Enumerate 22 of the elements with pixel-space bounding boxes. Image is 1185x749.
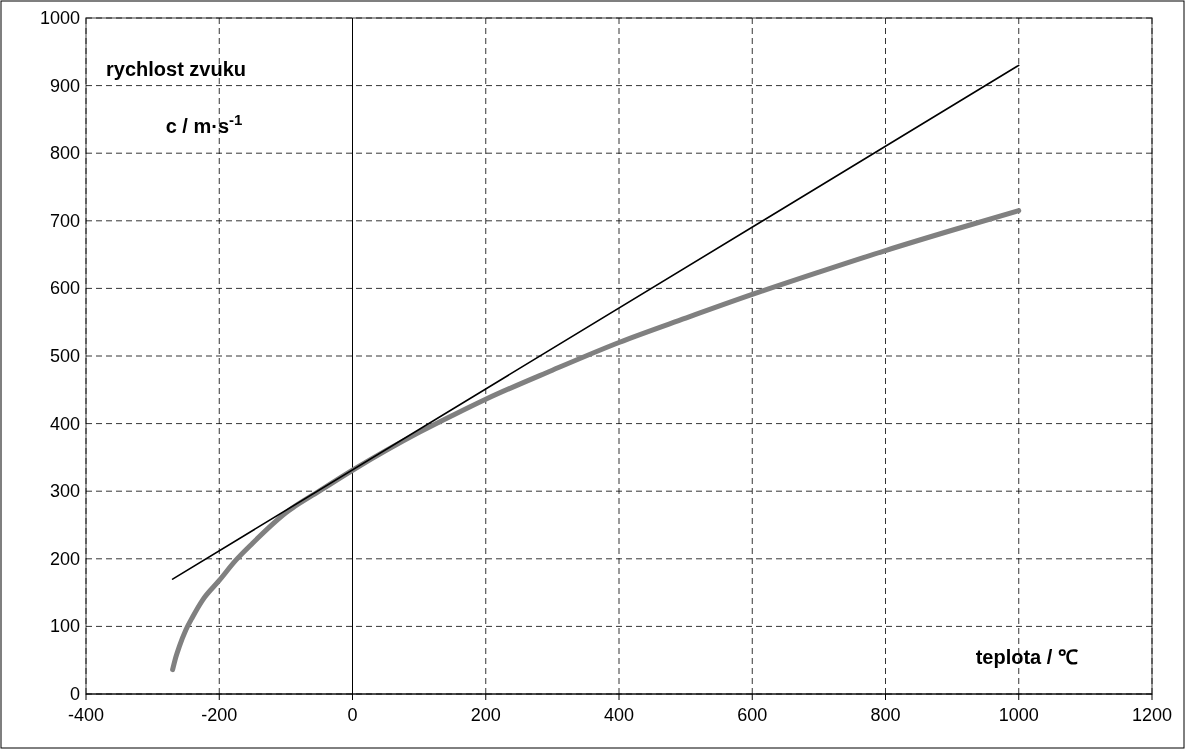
y-tick-label: 700 — [49, 210, 80, 231]
y-tick-label: 1000 — [39, 8, 80, 28]
x-tick-label: -200 — [201, 705, 238, 725]
y-tick-label: 0 — [69, 684, 80, 704]
y-tick-label: 100 — [49, 616, 80, 637]
x-tick-label: 400 — [603, 705, 635, 725]
x-tick-label: 1000 — [998, 705, 1039, 725]
x-tick-label: 200 — [470, 705, 501, 725]
x-tick-label: 600 — [737, 705, 768, 725]
y-tick-label: 200 — [49, 548, 80, 569]
y-tick-label: 800 — [49, 143, 80, 164]
x-tick-label: 800 — [870, 705, 901, 725]
x-tick-label: -400 — [67, 705, 105, 725]
y-tick-label: 300 — [49, 481, 80, 502]
text: rychlost zvuku c / m·s$^{-1}$ — [106, 58, 247, 137]
y-tick-label: 900 — [49, 75, 80, 96]
y-tick-label: 400 — [49, 413, 80, 434]
x-axis-title: teplota / ℃ — [975, 646, 1078, 668]
y-tick-label: 600 — [49, 278, 80, 299]
x-tick-label: 0 — [347, 705, 358, 725]
x-tick-label: 1200 — [1131, 705, 1173, 725]
y-tick-label: 500 — [49, 346, 80, 366]
